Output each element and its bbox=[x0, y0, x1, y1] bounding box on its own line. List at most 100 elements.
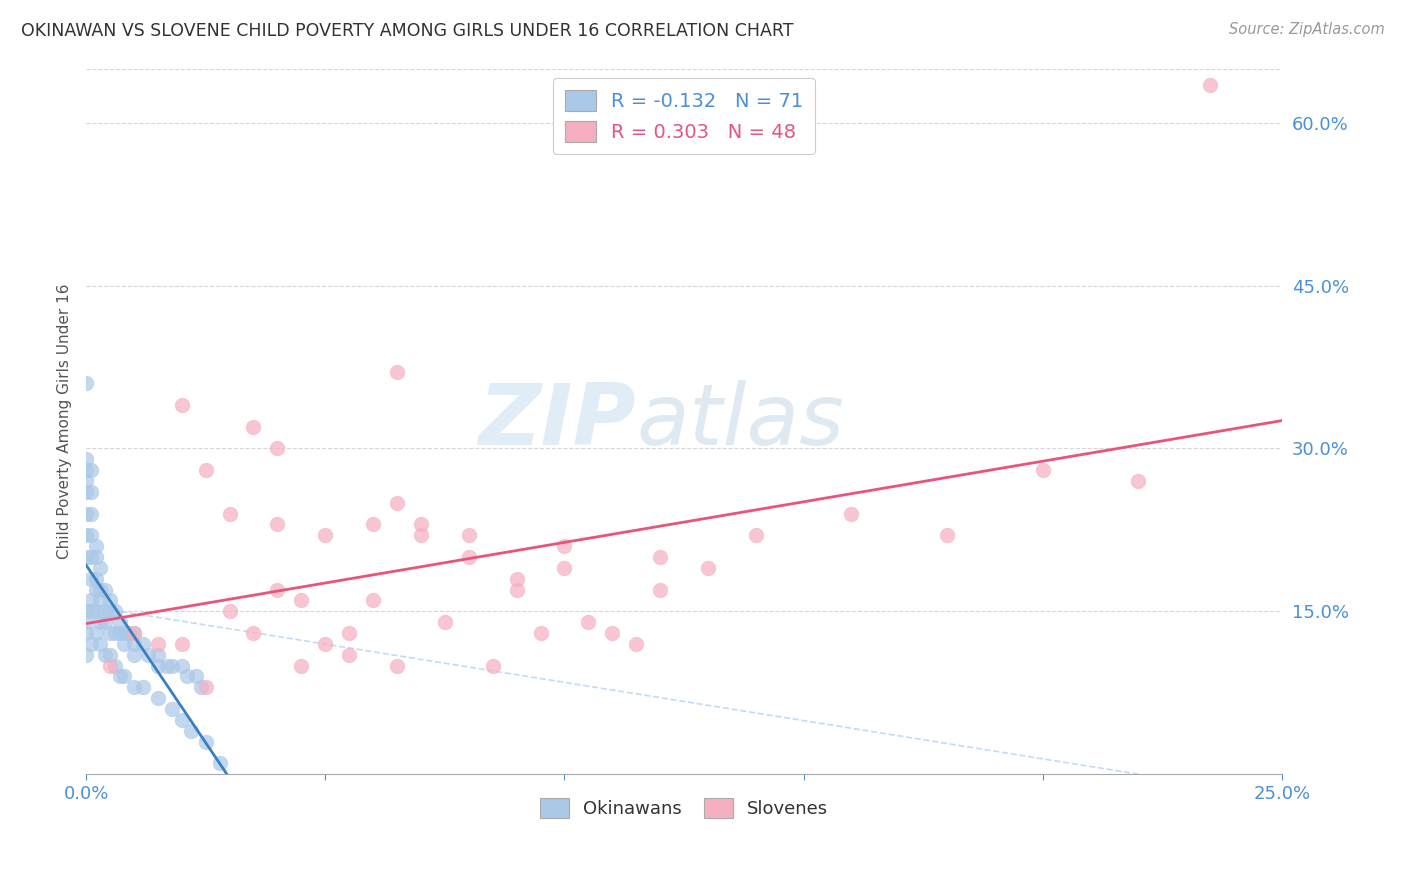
Legend: Okinawans, Slovenes: Okinawans, Slovenes bbox=[533, 790, 835, 825]
Point bbox=[170, 637, 193, 651]
Point bbox=[936, 528, 959, 542]
Point bbox=[98, 658, 121, 673]
Point bbox=[361, 517, 384, 532]
Point bbox=[457, 528, 479, 542]
Point bbox=[146, 691, 169, 706]
Point bbox=[75, 507, 97, 521]
Point bbox=[160, 658, 183, 673]
Point bbox=[208, 756, 231, 771]
Point bbox=[80, 637, 103, 651]
Point bbox=[89, 637, 111, 651]
Point bbox=[170, 398, 193, 412]
Point bbox=[505, 572, 527, 586]
Point bbox=[648, 582, 671, 597]
Point bbox=[80, 593, 103, 607]
Point bbox=[108, 626, 131, 640]
Point bbox=[1032, 463, 1054, 477]
Point bbox=[266, 582, 288, 597]
Point bbox=[84, 572, 107, 586]
Point bbox=[176, 669, 198, 683]
Point bbox=[385, 496, 408, 510]
Point bbox=[84, 549, 107, 564]
Point bbox=[314, 528, 336, 542]
Point bbox=[75, 626, 97, 640]
Text: OKINAWAN VS SLOVENE CHILD POVERTY AMONG GIRLS UNDER 16 CORRELATION CHART: OKINAWAN VS SLOVENE CHILD POVERTY AMONG … bbox=[21, 22, 793, 40]
Point bbox=[553, 561, 575, 575]
Text: Source: ZipAtlas.com: Source: ZipAtlas.com bbox=[1229, 22, 1385, 37]
Point bbox=[122, 637, 145, 651]
Point bbox=[160, 702, 183, 716]
Point bbox=[529, 626, 551, 640]
Point bbox=[75, 484, 97, 499]
Point bbox=[433, 615, 456, 629]
Point bbox=[112, 669, 135, 683]
Point bbox=[84, 626, 107, 640]
Point bbox=[80, 604, 103, 618]
Point bbox=[94, 615, 117, 629]
Point bbox=[1199, 78, 1222, 92]
Point bbox=[80, 507, 103, 521]
Point bbox=[94, 604, 117, 618]
Text: atlas: atlas bbox=[636, 380, 844, 463]
Point bbox=[218, 507, 240, 521]
Point bbox=[156, 658, 179, 673]
Point bbox=[122, 626, 145, 640]
Point bbox=[242, 626, 264, 640]
Point bbox=[553, 539, 575, 553]
Point bbox=[385, 366, 408, 380]
Point bbox=[600, 626, 623, 640]
Point bbox=[314, 637, 336, 651]
Point bbox=[132, 680, 155, 694]
Point bbox=[75, 615, 97, 629]
Point bbox=[170, 658, 193, 673]
Point bbox=[98, 593, 121, 607]
Point bbox=[146, 648, 169, 662]
Point bbox=[98, 648, 121, 662]
Point bbox=[98, 626, 121, 640]
Point bbox=[75, 474, 97, 488]
Point bbox=[89, 582, 111, 597]
Point bbox=[75, 528, 97, 542]
Point bbox=[457, 549, 479, 564]
Point bbox=[290, 658, 312, 673]
Point bbox=[481, 658, 503, 673]
Point bbox=[146, 658, 169, 673]
Point bbox=[242, 419, 264, 434]
Point bbox=[84, 582, 107, 597]
Point bbox=[80, 549, 103, 564]
Point bbox=[648, 549, 671, 564]
Point bbox=[122, 680, 145, 694]
Point bbox=[409, 517, 432, 532]
Point bbox=[94, 648, 117, 662]
Point bbox=[745, 528, 768, 542]
Point bbox=[136, 648, 159, 662]
Point bbox=[122, 648, 145, 662]
Point bbox=[75, 463, 97, 477]
Point bbox=[624, 637, 647, 651]
Point bbox=[576, 615, 599, 629]
Point bbox=[94, 582, 117, 597]
Point bbox=[266, 442, 288, 456]
Point bbox=[104, 604, 127, 618]
Point bbox=[89, 593, 111, 607]
Point bbox=[146, 637, 169, 651]
Point bbox=[75, 452, 97, 467]
Point bbox=[841, 507, 863, 521]
Point bbox=[337, 648, 360, 662]
Point bbox=[266, 517, 288, 532]
Point bbox=[194, 463, 217, 477]
Point bbox=[112, 626, 135, 640]
Point bbox=[75, 604, 97, 618]
Point bbox=[108, 615, 131, 629]
Point bbox=[75, 549, 97, 564]
Point bbox=[89, 561, 111, 575]
Point bbox=[505, 582, 527, 597]
Point bbox=[80, 528, 103, 542]
Point bbox=[194, 680, 217, 694]
Y-axis label: Child Poverty Among Girls Under 16: Child Poverty Among Girls Under 16 bbox=[58, 284, 72, 559]
Point bbox=[80, 463, 103, 477]
Point bbox=[108, 669, 131, 683]
Point bbox=[80, 484, 103, 499]
Point bbox=[190, 680, 212, 694]
Point bbox=[104, 626, 127, 640]
